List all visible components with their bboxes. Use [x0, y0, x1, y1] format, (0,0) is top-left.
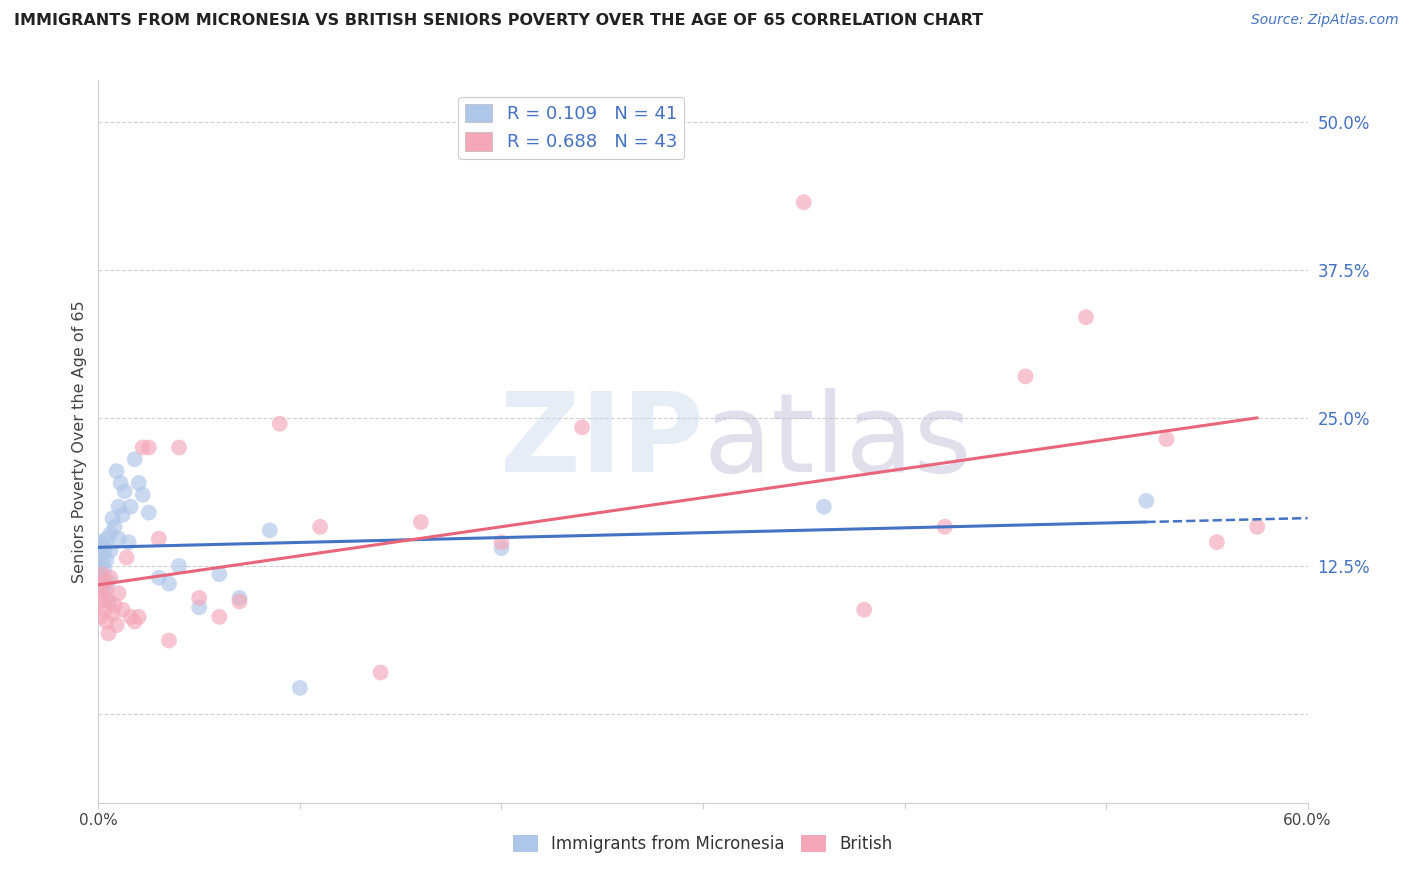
Point [100, 527, 122, 541]
Point [138, 506, 160, 520]
Point [100, 571, 122, 585]
Y-axis label: Seniors Poverty Over the Age of 65: Seniors Poverty Over the Age of 65 [72, 301, 87, 582]
Point [157, 633, 180, 648]
Point [105, 464, 128, 478]
Point [1156, 432, 1178, 446]
Point [118, 535, 141, 549]
Point [228, 594, 250, 608]
Point [89, 579, 111, 593]
Point [128, 475, 150, 490]
Point [89, 610, 111, 624]
Point [148, 532, 170, 546]
Text: ZIP: ZIP [499, 388, 703, 495]
Point [96, 615, 118, 629]
Point [97, 594, 120, 608]
Point [793, 195, 815, 210]
Point [89, 594, 111, 608]
Point [97, 574, 120, 589]
Point [188, 591, 211, 605]
Point [107, 500, 129, 514]
Point [167, 441, 190, 455]
Point [853, 603, 876, 617]
Point [132, 441, 155, 455]
Point [309, 520, 332, 534]
Text: IMMIGRANTS FROM MICRONESIA VS BRITISH SENIORS POVERTY OVER THE AGE OF 65 CORRELA: IMMIGRANTS FROM MICRONESIA VS BRITISH SE… [14, 13, 983, 29]
Point [370, 665, 392, 680]
Point [89, 535, 111, 549]
Point [138, 441, 160, 455]
Point [188, 600, 211, 615]
Point [124, 615, 146, 629]
Point [813, 500, 835, 514]
Point [114, 484, 136, 499]
Point [120, 500, 142, 514]
Point [96, 532, 118, 546]
Point [93, 574, 115, 589]
Point [91, 539, 114, 553]
Point [91, 555, 114, 569]
Point [89, 567, 111, 582]
Point [132, 488, 155, 502]
Point [120, 610, 142, 624]
Point [103, 520, 125, 534]
Point [409, 515, 432, 529]
Point [91, 567, 114, 582]
Point [491, 541, 513, 556]
Point [91, 589, 114, 603]
Point [934, 520, 956, 534]
Point [1074, 310, 1097, 325]
Point [571, 420, 593, 434]
Point [96, 553, 118, 567]
Point [1246, 520, 1268, 534]
Point [1014, 369, 1036, 384]
Point [110, 475, 132, 490]
Point [93, 543, 115, 558]
Point [107, 532, 129, 546]
Point [96, 582, 118, 597]
Point [157, 576, 180, 591]
Point [259, 524, 281, 538]
Point [148, 571, 170, 585]
Point [91, 582, 114, 597]
Point [107, 586, 129, 600]
Point [101, 607, 124, 621]
Point [97, 594, 120, 608]
Point [93, 562, 115, 576]
Point [93, 579, 115, 593]
Point [124, 452, 146, 467]
Legend: Immigrants from Micronesia, British: Immigrants from Micronesia, British [506, 828, 900, 860]
Text: atlas: atlas [703, 388, 972, 495]
Point [111, 603, 134, 617]
Point [288, 681, 311, 695]
Point [491, 535, 513, 549]
Point [1206, 535, 1229, 549]
Point [105, 618, 128, 632]
Point [97, 626, 120, 640]
Point [103, 598, 125, 612]
Point [115, 550, 138, 565]
Point [1135, 493, 1157, 508]
Point [269, 417, 291, 431]
Point [89, 550, 111, 565]
Point [100, 543, 122, 558]
Point [93, 603, 115, 617]
Point [208, 610, 231, 624]
Point [101, 511, 124, 525]
Point [208, 567, 231, 582]
Text: Source: ZipAtlas.com: Source: ZipAtlas.com [1251, 13, 1399, 28]
Point [91, 571, 114, 585]
Point [111, 508, 134, 522]
Point [228, 591, 250, 605]
Point [167, 558, 190, 573]
Point [128, 610, 150, 624]
